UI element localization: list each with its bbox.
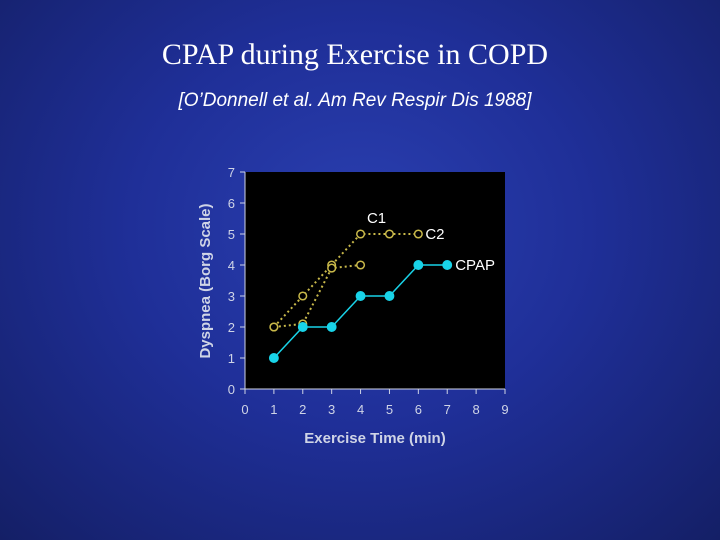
y-tick-label: 4 <box>228 258 235 273</box>
y-tick-label: 2 <box>228 320 235 335</box>
y-tick-label: 1 <box>228 351 235 366</box>
x-tick-label: 9 <box>501 402 508 417</box>
x-tick-label: 2 <box>299 402 306 417</box>
plot-area <box>245 172 505 389</box>
y-tick-label: 3 <box>228 289 235 304</box>
y-tick-label: 6 <box>228 196 235 211</box>
y-axis-label: Dyspnea (Borg Scale) <box>197 203 214 358</box>
data-point-c1 <box>413 229 423 239</box>
y-tick-label: 5 <box>228 227 235 242</box>
data-point-cpap <box>413 260 424 270</box>
data-point-cpap <box>326 322 337 332</box>
series-label-cpap: CPAP <box>455 257 495 274</box>
data-point-cpap <box>442 260 453 270</box>
x-tick-label: 3 <box>328 402 335 417</box>
x-tick-label: 8 <box>472 402 479 417</box>
data-point-c1 <box>384 229 394 239</box>
data-point-c2 <box>327 263 337 273</box>
data-point-c1 <box>298 291 308 301</box>
data-point-cpap <box>297 322 308 332</box>
data-point-cpap <box>268 353 279 363</box>
x-tick-label: 5 <box>386 402 393 417</box>
x-tick-label: 4 <box>357 402 364 417</box>
x-axis-label: Exercise Time (min) <box>304 430 445 447</box>
series-line-c2 <box>273 264 361 328</box>
y-tick-label: 7 <box>228 165 235 180</box>
data-point-c2 <box>269 322 279 332</box>
data-point-c2 <box>356 260 366 270</box>
y-axis: 0 1 2 3 4 5 6 7 <box>228 165 246 397</box>
x-tick-label: 7 <box>444 402 451 417</box>
data-point-cpap <box>384 291 395 301</box>
x-tick-label: 6 <box>415 402 422 417</box>
x-tick-label: 0 <box>241 402 248 417</box>
series-group: C1 C2 CPAP <box>268 210 495 363</box>
y-tick-label: 0 <box>228 382 235 397</box>
slide-title: CPAP during Exercise in COPD <box>161 38 549 71</box>
series-label-c1: C1 <box>367 210 386 227</box>
series-line-c1 <box>273 233 419 328</box>
slide-subtitle: [O’Donnell et al. Am Rev Respir Dis 1988… <box>178 90 532 111</box>
data-point-cpap <box>355 291 366 301</box>
x-tick-label: 1 <box>270 402 277 417</box>
x-axis: 0 1 2 3 4 5 6 7 8 9 <box>241 388 509 417</box>
series-label-c2: C2 <box>425 226 444 243</box>
data-point-c1 <box>356 229 366 239</box>
